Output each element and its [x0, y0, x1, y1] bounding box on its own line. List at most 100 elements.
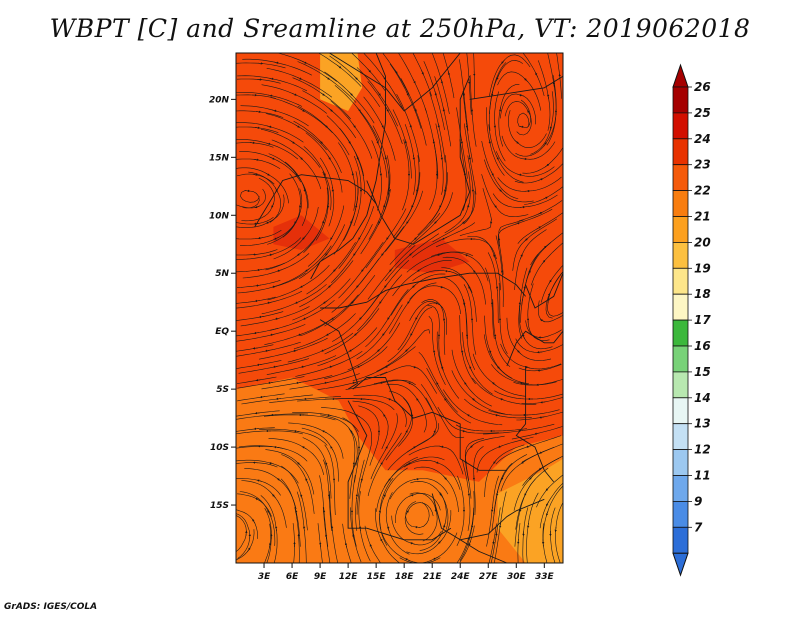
streamline-arrow — [439, 445, 445, 448]
streamline-arrow — [352, 534, 355, 540]
streamline-arrow — [256, 268, 262, 272]
streamline-arrow — [444, 269, 451, 273]
streamline-arrow — [328, 365, 334, 368]
colorbar-swatch — [672, 449, 689, 476]
colorbar-label: 17 — [694, 313, 711, 327]
streamline-arrow — [517, 173, 523, 176]
streamline-arrow — [405, 348, 410, 352]
streamline-arrow — [406, 91, 409, 97]
streamline-arrow — [538, 466, 544, 470]
streamline-arrow — [465, 122, 469, 129]
streamline-arrow — [404, 429, 408, 435]
streamline-arrow — [439, 286, 445, 289]
streamline-arrow — [412, 284, 417, 288]
streamline-arrow — [440, 78, 443, 84]
streamline-arrow — [412, 366, 418, 369]
streamline-arrow — [523, 285, 526, 291]
lon-tick-label: 12E — [339, 572, 359, 582]
country-border — [515, 366, 555, 483]
lat-tick-label: 15N — [209, 153, 230, 163]
streamline-arrow — [535, 72, 538, 78]
streamline-arrow — [436, 253, 442, 256]
streamline-arrow — [253, 158, 260, 161]
streamline-arrow — [517, 350, 522, 355]
streamline-arrow — [406, 462, 412, 466]
streamline-arrow — [266, 301, 272, 304]
cooler-south-region — [236, 377, 563, 563]
streamline-arrow — [438, 491, 442, 496]
streamline-arrow — [499, 398, 505, 401]
streamline-arrow — [537, 369, 543, 372]
colorbar-top-arrow — [672, 63, 689, 88]
streamline-arrow — [497, 366, 501, 371]
streamline-arrow — [434, 219, 439, 224]
streamline-arrow — [353, 75, 358, 80]
streamline-arrow — [328, 108, 333, 112]
streamline-arrow — [360, 477, 363, 483]
streamline-arrow — [277, 478, 282, 482]
streamline-arrow — [322, 219, 325, 225]
streamline-arrow — [257, 236, 263, 240]
streamline-arrow — [442, 107, 445, 113]
streamline-arrow — [498, 522, 502, 529]
streamline-arrow — [305, 477, 308, 483]
streamline-arrow — [547, 293, 551, 299]
streamline-arrow — [369, 543, 373, 549]
streamline-arrow — [384, 364, 390, 368]
streamline-arrow — [542, 245, 547, 250]
streamline-arrow — [469, 365, 472, 371]
streamline-arrow — [356, 155, 359, 161]
streamline-arrow — [384, 155, 387, 161]
streamline-arrow — [436, 381, 440, 387]
streamline-arrow — [421, 70, 424, 76]
streamline-arrow — [326, 414, 332, 417]
streamline-arrow — [252, 347, 258, 350]
streamline-arrow — [432, 557, 438, 560]
streamline-arrow — [387, 186, 391, 193]
streamline-arrow — [464, 458, 468, 465]
streamline-arrow — [323, 381, 329, 384]
streamline-arrow — [460, 138, 464, 145]
streamline-arrow — [404, 558, 410, 561]
streamline-arrow — [378, 219, 382, 225]
streamline-arrow — [344, 542, 348, 548]
colorbar-label: 20 — [694, 235, 711, 249]
temperature-patches — [236, 53, 563, 563]
streamline-arrow — [501, 59, 505, 64]
streamline-arrow — [376, 139, 379, 145]
colorbar-swatch — [672, 319, 689, 347]
streamline-arrow — [547, 93, 550, 99]
lat-tick-label: 20N — [209, 95, 230, 105]
streamline-arrow — [258, 315, 264, 319]
streamline-arrow — [379, 461, 383, 467]
streamline-arrow — [521, 460, 526, 464]
streamline-arrow — [356, 283, 360, 288]
streamline-arrow — [518, 94, 524, 97]
streamline-arrow — [325, 251, 329, 256]
lon-tick-label: 3E — [258, 572, 271, 582]
streamline-arrow — [411, 203, 414, 209]
colorbar-swatch — [672, 190, 689, 217]
lon-tick-label: 30E — [507, 572, 527, 582]
country-border — [310, 53, 386, 280]
streamline-arrow — [441, 365, 444, 371]
streamline-arrow — [497, 187, 502, 192]
streamline-arrow — [327, 155, 331, 161]
colorbar-swatch — [672, 216, 689, 243]
streamline-arrow — [377, 91, 381, 96]
streamline-arrow — [409, 542, 415, 545]
streamline-arrow — [269, 333, 275, 336]
streamline-arrow — [325, 332, 331, 336]
streamline-arrow — [331, 316, 336, 320]
streamline-arrow — [545, 486, 550, 491]
streamline-arrow — [526, 522, 530, 529]
streamline-arrow — [256, 479, 262, 482]
streamline-arrow — [434, 91, 437, 97]
streamline-arrow — [379, 299, 383, 304]
streamline-arrow — [488, 139, 491, 145]
colorbar-label: 16 — [694, 339, 711, 353]
streamline-arrow — [412, 154, 416, 161]
streamline-arrow — [409, 252, 414, 256]
colorbar-swatch — [672, 293, 689, 321]
